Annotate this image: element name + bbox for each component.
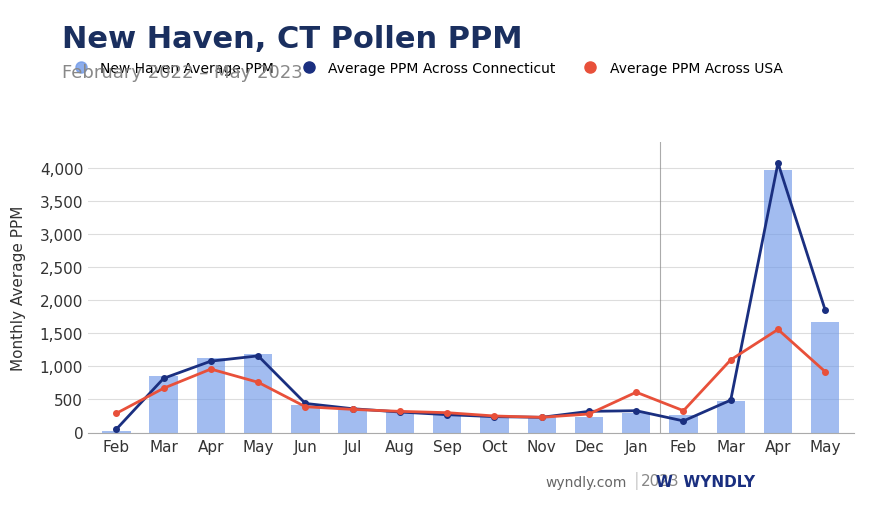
Bar: [197, 358, 225, 433]
Bar: [433, 413, 461, 433]
Bar: [670, 415, 698, 433]
Text: 2023: 2023: [641, 473, 679, 489]
Y-axis label: Monthly Average PPM: Monthly Average PPM: [11, 205, 26, 370]
Bar: [622, 413, 650, 433]
Text: wyndly.com: wyndly.com: [546, 475, 627, 489]
Text: W  WYNDLY: W WYNDLY: [656, 474, 755, 489]
Legend: New Haven Average PPM, Average PPM Across Connecticut, Average PPM Across USA: New Haven Average PPM, Average PPM Acros…: [62, 56, 788, 81]
Bar: [291, 405, 319, 433]
Bar: [244, 354, 272, 433]
Bar: [480, 415, 509, 433]
Text: New Haven, CT Pollen PPM: New Haven, CT Pollen PPM: [62, 25, 522, 54]
Bar: [150, 376, 178, 433]
Bar: [385, 412, 414, 433]
Text: February 2022 – May 2023: February 2022 – May 2023: [62, 64, 303, 81]
Bar: [527, 417, 556, 433]
Bar: [575, 417, 603, 433]
Bar: [339, 410, 367, 433]
Bar: [764, 170, 792, 433]
Text: |: |: [634, 471, 639, 489]
Bar: [102, 431, 130, 433]
Bar: [811, 323, 840, 433]
Bar: [716, 402, 744, 433]
